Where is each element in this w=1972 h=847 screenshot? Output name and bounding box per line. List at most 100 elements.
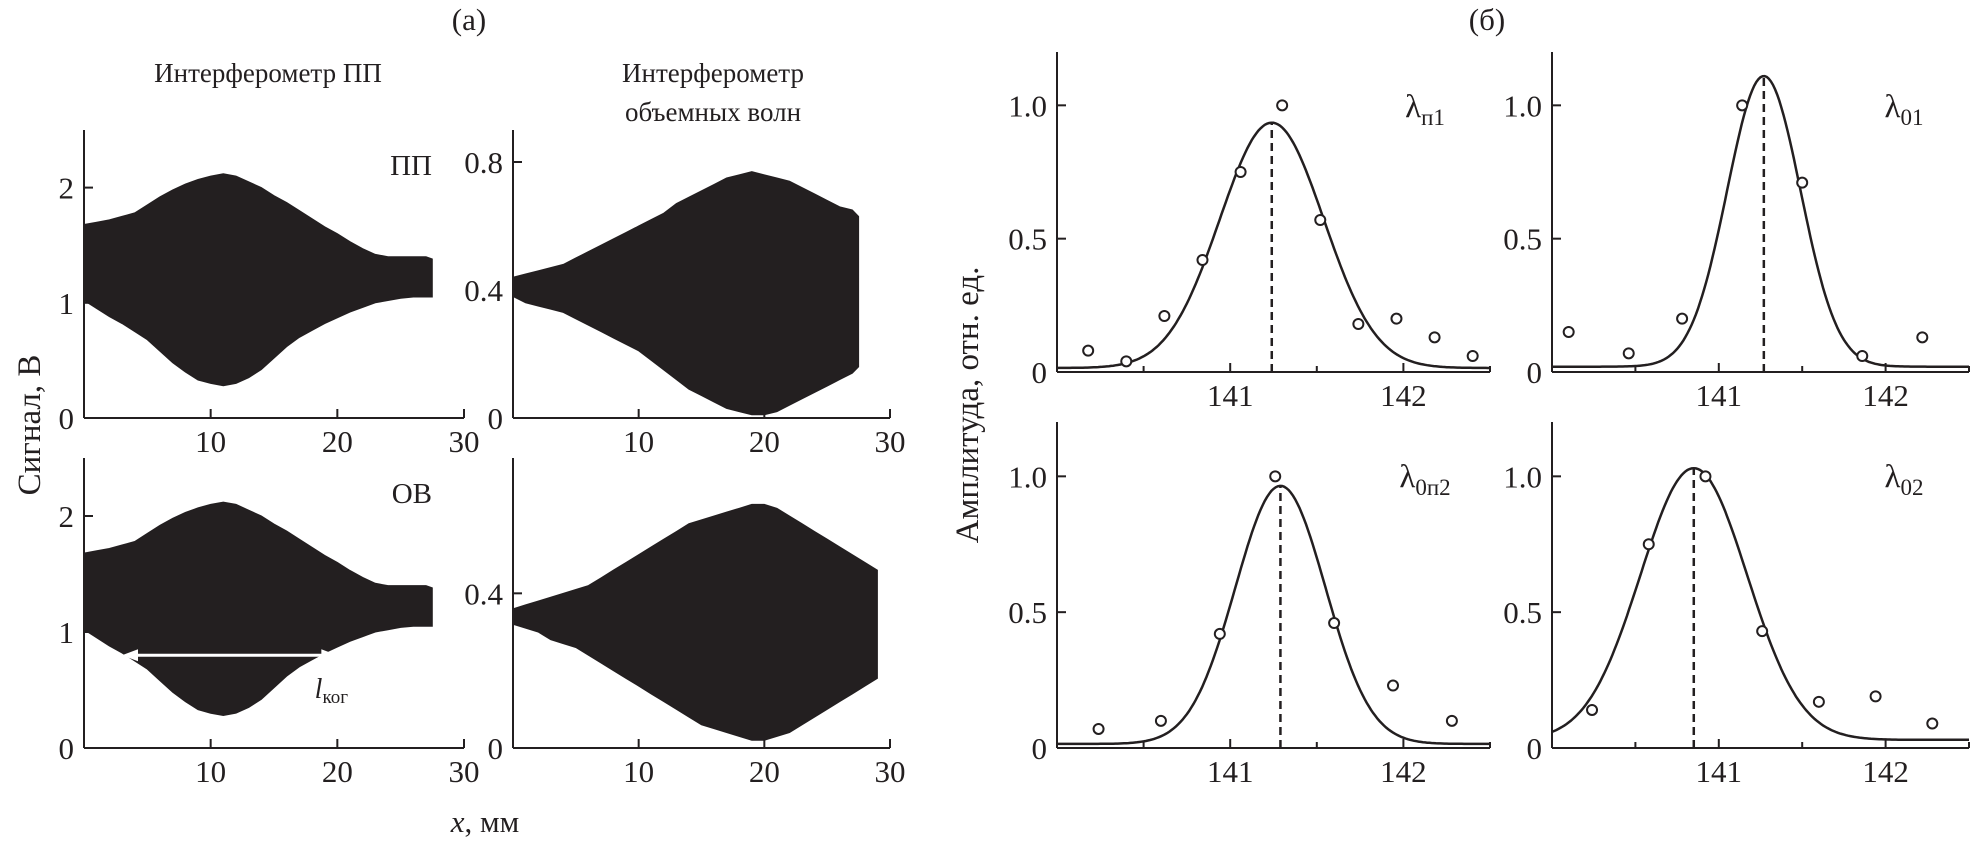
signal-envelope (83, 501, 433, 717)
mode-label-main: λ (1405, 89, 1421, 125)
x-tick-label: 30 (449, 424, 480, 459)
y-tick-label: 1 (59, 286, 75, 321)
panel-a-bottom-left: 0 1 2 10 20 30 ОВ lког (59, 458, 480, 789)
data-point (1622, 347, 1635, 360)
y-tick-label: 1.0 (1503, 459, 1542, 494)
data-point (1154, 714, 1167, 727)
x-tick-label: 141 (1207, 754, 1254, 789)
column-title-right-line1: Интерферометр (622, 58, 804, 88)
panel-b-label: (б) (1469, 2, 1505, 37)
data-point (1428, 331, 1441, 344)
data-point (1856, 350, 1869, 362)
mode-label-sub: п1 (1421, 105, 1445, 130)
mode-label-main: λ (1399, 459, 1415, 495)
data-point (1466, 350, 1479, 362)
panel-b-bottom-right: 0 0.5 1.0 141 142 λ02 (1503, 422, 1970, 789)
data-point (1328, 617, 1341, 630)
data-point (1812, 695, 1825, 708)
mode-label-sub: 01 (1901, 105, 1924, 130)
y-tick-label: 0.8 (464, 145, 503, 180)
y-tick-label: 0 (488, 731, 504, 766)
data-point (1676, 312, 1689, 325)
data-point (1562, 326, 1575, 338)
data-point (1092, 722, 1105, 735)
data-point (1082, 344, 1095, 357)
y-tick-label: 1.0 (1008, 459, 1047, 494)
data-point (1642, 538, 1655, 551)
data-point (1234, 166, 1247, 178)
y-tick-label: 2 (59, 499, 75, 534)
data-point (1120, 355, 1133, 368)
panel-b-top-right: 0 0.5 1.0 141 142 λ01 (1503, 52, 1970, 413)
data-point (1390, 312, 1403, 325)
y-tick-label: 0.5 (1008, 595, 1047, 630)
x-tick-label: 20 (322, 424, 353, 459)
data-point (1196, 254, 1209, 266)
data-point (1796, 176, 1809, 189)
column-title-right-line2: объемных волн (625, 97, 801, 127)
x-axis-label-var: x (450, 804, 465, 839)
x-tick-label: 10 (195, 754, 226, 789)
data-point (1699, 470, 1712, 483)
mode-label-main: λ (1884, 459, 1900, 495)
y-tick-label: 1 (59, 615, 75, 650)
mode-label: λ01 (1884, 89, 1923, 130)
y-tick-label: 0 (1527, 731, 1543, 766)
mode-label-sub: 0п2 (1415, 475, 1450, 500)
mode-label: λ0п2 (1399, 459, 1450, 500)
x-tick-label: 20 (322, 754, 353, 789)
signal-envelope (83, 173, 433, 387)
x-axis-label-a: x, мм (450, 804, 520, 839)
x-tick-label: 141 (1207, 378, 1254, 413)
fit-curve (1057, 484, 1490, 746)
panel-b-top-left: 0 0.5 1.0 141 142 λп1 (1008, 52, 1491, 413)
x-tick-label: 30 (449, 754, 480, 789)
y-tick-label: 1.0 (1503, 88, 1542, 123)
signal-envelope (512, 171, 860, 416)
data-point (1916, 331, 1929, 344)
coherence-label-main: l (315, 674, 323, 705)
data-point (1352, 318, 1365, 330)
mode-label-sub: 02 (1901, 475, 1924, 500)
x-tick-label: 142 (1380, 754, 1427, 789)
data-point (1869, 690, 1882, 703)
mode-label: λп1 (1405, 89, 1445, 130)
x-axis-label-unit: , мм (465, 804, 520, 839)
y-tick-label: 0 (1032, 731, 1048, 766)
y-axis-label-a: Сигнал, В (12, 355, 48, 496)
y-tick-label: 0 (1032, 355, 1048, 390)
mode-label-main: λ (1884, 89, 1900, 125)
data-point (1213, 627, 1226, 640)
data-point (1387, 679, 1400, 692)
y-tick-label: 0.5 (1008, 222, 1047, 257)
x-tick-label: 20 (749, 424, 780, 459)
x-tick-label: 142 (1380, 378, 1427, 413)
data-point (1276, 99, 1289, 112)
x-tick-label: 30 (875, 424, 906, 459)
arrow-head-left (122, 649, 138, 662)
x-tick-label: 10 (623, 424, 654, 459)
y-tick-label: 0 (59, 731, 75, 766)
x-tick-label: 141 (1696, 378, 1743, 413)
data-point (1314, 214, 1327, 226)
x-tick-label: 30 (875, 754, 906, 789)
x-tick-label: 10 (195, 424, 226, 459)
x-tick-label: 10 (623, 754, 654, 789)
mode-label: λ02 (1884, 459, 1923, 500)
data-point (1926, 717, 1939, 730)
y-tick-label: 0 (488, 401, 504, 436)
panel-a-bottom-right: 0 0.4 10 20 30 (464, 458, 906, 789)
y-tick-label: 0 (59, 401, 75, 436)
y-tick-label: 2 (59, 171, 75, 206)
panel-annotation: ПП (390, 150, 432, 182)
signal-envelope (512, 503, 878, 741)
fit-curve (1551, 466, 1969, 742)
data-point (1269, 470, 1282, 483)
x-tick-label: 141 (1696, 754, 1743, 789)
y-tick-label: 0.5 (1503, 222, 1542, 257)
panel-a-top-left: 0 1 2 10 20 30 ПП (59, 130, 480, 459)
x-tick-label: 142 (1862, 378, 1909, 413)
x-tick-label: 20 (749, 754, 780, 789)
data-point (1586, 703, 1599, 716)
